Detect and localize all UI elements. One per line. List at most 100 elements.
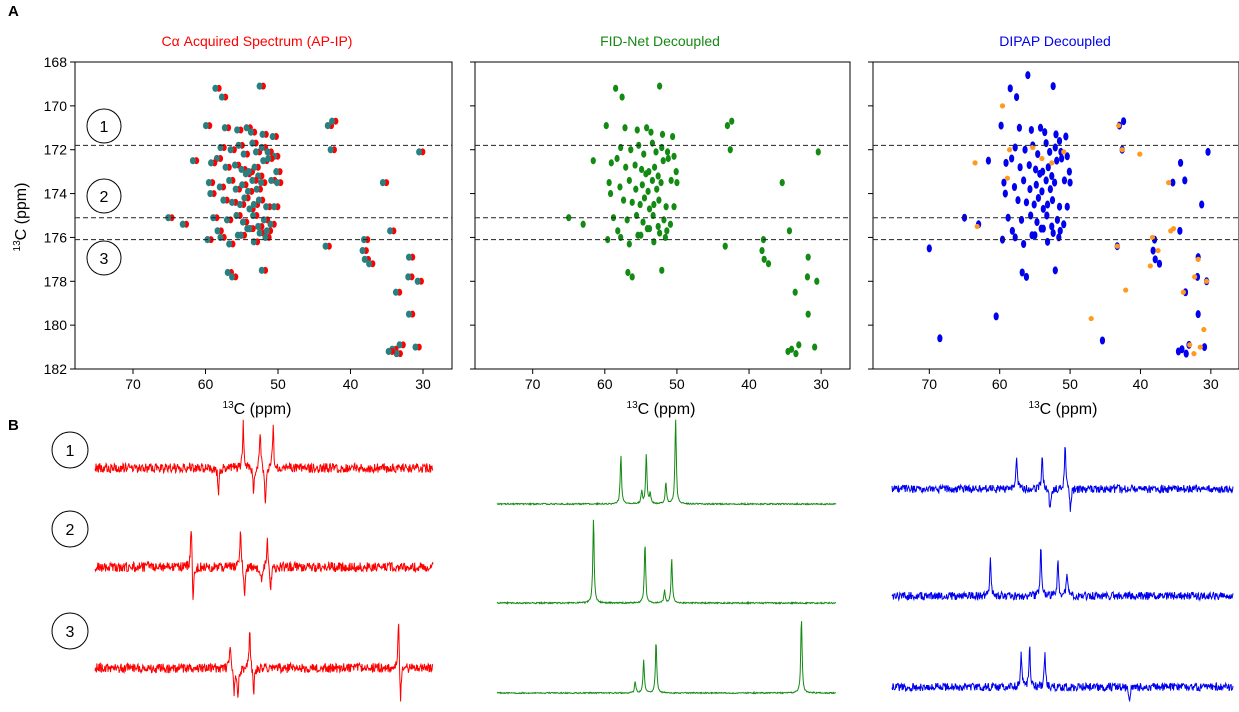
plot-title-fidnet: FID-Net Decoupled [600,33,720,49]
peak-point [224,268,231,277]
peak-point-orange [1030,144,1036,151]
peak-point [405,253,412,261]
peak-point [658,179,664,187]
peak-point-orange [1116,122,1122,129]
peak-markers [926,71,1211,358]
y-tick-label: 172 [44,142,68,158]
peak-point-orange [999,103,1006,109]
peak-point [231,161,238,169]
peak-point [640,218,646,226]
peak-point [1053,130,1059,139]
peak-point [1009,154,1015,163]
svg-text:3: 3 [66,624,75,641]
peak-point [1018,215,1025,224]
peak-point [229,273,236,281]
spectrum-2d-fidnet: 70 60 50 40 30 [470,61,851,392]
peak-point [607,189,614,198]
peak-point [239,181,246,189]
peak-point [1035,193,1042,202]
peak-markers [165,82,426,358]
peak-point-orange [1061,149,1067,155]
peak-point [673,168,679,176]
peak-point [189,157,196,165]
peak-point [759,246,765,255]
peak-point [608,159,614,167]
peak-point [657,229,663,237]
peak-point-orange [1039,155,1045,162]
peak-point [998,121,1004,130]
peak-point [385,347,392,356]
plot-title-dipap: DIPAP Decoupled [999,33,1111,49]
peak-point [641,150,647,158]
peak-point [1052,266,1058,275]
x-axis-label-3: 13C (ppm) [1029,400,1098,418]
peak-point [617,183,623,191]
peak-point [379,179,386,187]
peak-point [1170,178,1176,187]
peak-point [656,196,662,204]
peak-point [255,222,262,231]
svg-text:13C (ppm): 13C (ppm) [1029,400,1098,418]
svg-text:2: 2 [100,189,109,206]
peak-point [669,132,676,141]
slice-trace-row-3 [496,621,837,695]
y-tick-label: 178 [44,273,68,289]
peak-point [237,200,244,209]
peak-point [253,185,260,193]
peak-point [1051,178,1058,187]
peak-point [238,165,245,174]
peak-point [655,222,661,231]
peak-point [361,255,368,263]
peak-point [641,194,648,202]
peak-point [786,227,793,235]
peak-point [664,227,670,235]
peak-point [416,148,423,156]
peak-point [1040,224,1046,233]
peak-point [646,205,653,213]
peak-point [245,187,251,195]
peak-point [221,124,228,132]
peak-point [620,196,627,204]
peak-point [623,163,629,171]
peak-point [646,225,653,233]
peak-point [1064,202,1070,211]
peak-point [269,132,276,141]
peak-point [165,214,172,222]
peak-point [1042,128,1048,137]
peak-point [329,117,336,125]
svg-text:1: 1 [100,119,109,136]
peak-point-orange [1149,234,1156,241]
peak-point [1023,272,1030,281]
x-tick-label: 40 [1133,376,1149,392]
peak-point [393,350,400,358]
peak-point [1054,215,1061,224]
slice-trace-row-3 [94,623,434,702]
peak-point [648,128,654,136]
peak-point [580,220,586,228]
peak-point [651,163,658,171]
peak-point-orange [1137,151,1143,157]
peak-point [222,163,229,171]
peak-point-orange [1147,263,1153,269]
peak-point [245,168,252,176]
peak-point [243,124,250,132]
slices-dipap [891,446,1234,703]
peak-point [237,231,244,239]
peak-point [1026,161,1032,170]
spectrum-2d-ca-acquired: 70 60 50 40 30 168 170 172 174 176 178 180 182 [44,54,453,392]
peak-point [664,148,671,156]
peak-point [1012,233,1018,242]
slice-trace-row-2 [891,548,1234,602]
peak-point [812,343,818,351]
spectrum-2d-dipap: 70 60 50 40 30 [868,61,1239,392]
slice-row-marker-3: 3 [51,612,89,650]
y-tick-label: 170 [44,98,68,114]
x-tick-label: 50 [669,376,685,392]
peak-point [359,246,366,255]
peak-point [649,176,656,185]
peak-point [260,157,267,165]
peak-point [1205,147,1211,156]
peak-point [628,146,634,154]
y-tick-label: 174 [44,186,68,202]
x-tick-label: 60 [992,376,1008,392]
